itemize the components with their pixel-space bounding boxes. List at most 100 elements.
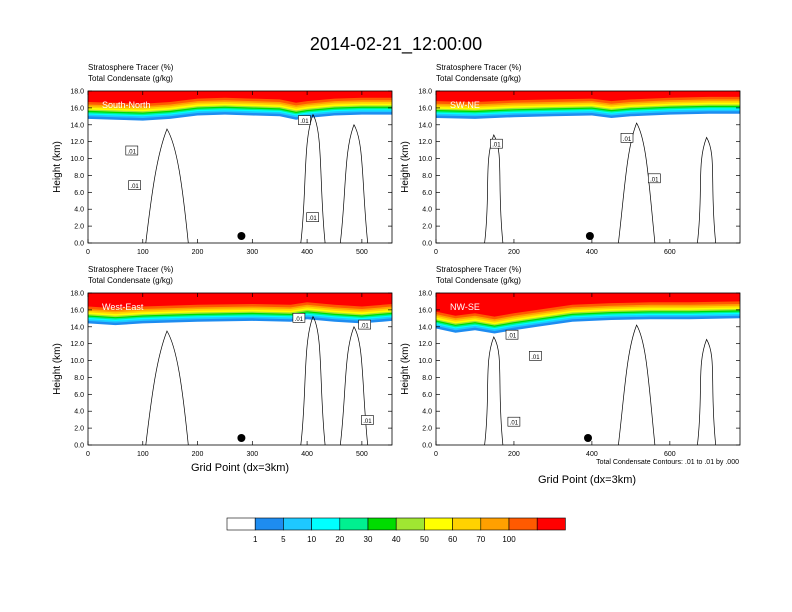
y-tick-label: 8.0	[74, 375, 84, 382]
x-tick-label: 200	[508, 451, 520, 458]
colorbar: 1 5 10 20 30 40 50 60 70 100	[226, 517, 566, 544]
plot-frame	[435, 292, 741, 446]
contour-label: .01	[130, 184, 139, 190]
y-tick-label: 12.0	[418, 139, 432, 146]
colorbar-swatch	[395, 517, 425, 531]
y-tick-label: 10.0	[70, 156, 84, 163]
location-marker	[585, 232, 594, 240]
tracer-band-11	[88, 293, 392, 309]
x-axis-title-left: Grid Point (dx=3km)	[191, 462, 289, 474]
contour-line	[300, 315, 326, 445]
panel-nw-se: .01 .01 .01 0.0 2.0 4.0 6.0 8.0 10.0 12.0 14.0 16.0…	[400, 265, 741, 458]
colorbar-swatch	[283, 517, 312, 531]
plot-frame	[87, 292, 393, 446]
x-tick-label: 600	[664, 249, 676, 256]
contour-line	[697, 136, 717, 243]
y-tick-label: 0.0	[74, 241, 84, 248]
colorbar-label: 100	[502, 535, 516, 544]
plot-frame	[87, 90, 393, 244]
y-tick-label: 8.0	[422, 173, 432, 180]
y-axis-label: Height (km)	[52, 343, 63, 395]
y-tick-label: 6.0	[422, 392, 432, 399]
contour-label: .01	[300, 119, 309, 125]
contour-line	[484, 134, 504, 243]
tracer-field	[436, 293, 740, 334]
colorbar-label: 70	[476, 535, 485, 544]
y-tick-label: 0.0	[422, 443, 432, 450]
y-tick-label: 2.0	[74, 426, 84, 433]
colorbar-label: 20	[335, 535, 344, 544]
contour-label-box	[507, 416, 521, 427]
contour-label-box	[298, 115, 311, 125]
y-tick-label: 4.0	[74, 207, 84, 214]
contour-label: .01	[492, 143, 501, 149]
contour-line	[300, 113, 326, 243]
y-tick-label: 0.0	[422, 241, 432, 248]
x-tick-label: 100	[137, 451, 149, 458]
panel-title-line2: Total Condensate (g/kg)	[436, 74, 521, 83]
panel-label: South-North	[102, 100, 151, 110]
contour-label: .01	[295, 317, 304, 323]
y-tick-label: 6.0	[422, 190, 432, 197]
y-tick-label: 14.0	[70, 122, 84, 129]
contour-label-box	[620, 133, 634, 143]
panel-west-east: .01 .01 .01 0.0 2.0 4.0 6.0 8.0 10.0 12.0 14.0 16.0…	[52, 265, 393, 458]
y-tick-label: 4.0	[422, 409, 432, 416]
condensate-contours	[484, 122, 717, 243]
contour-line	[339, 326, 369, 445]
colorbar-label: 10	[307, 535, 316, 544]
contour-label-box	[306, 212, 319, 222]
colorbar-swatch	[480, 517, 510, 531]
x-tick-label: 300	[246, 451, 258, 458]
contour-line	[618, 122, 656, 243]
colorbar-swatch	[339, 517, 369, 531]
panel-title-line1: Stratosphere Tracer (%)	[436, 265, 522, 274]
contour-label-box	[505, 329, 519, 340]
y-tick-label: 6.0	[74, 190, 84, 197]
contour-label-box	[125, 145, 139, 156]
colorbar-swatch	[311, 517, 341, 531]
contour-label-box	[292, 312, 306, 323]
contour-label-box	[490, 138, 503, 149]
y-tick-label: 10.0	[70, 358, 84, 365]
contour-line	[339, 124, 369, 243]
x-tick-label: 100	[137, 249, 149, 256]
x-tick-label: 500	[356, 451, 368, 458]
panel-title-line1: Stratosphere Tracer (%)	[88, 63, 174, 72]
contour-label: .01	[363, 419, 372, 425]
panel-sw-ne: .01 .01 .01 0.0 2.0 4.0 6.0 8.0 10.0 12.0 14.0 16.0…	[400, 63, 741, 256]
colorbar-swatch	[226, 517, 256, 531]
y-tick-label: 16.0	[70, 307, 84, 314]
y-tick-label: 18.0	[418, 89, 432, 96]
y-tick-label: 8.0	[74, 173, 84, 180]
panel-title-line1: Stratosphere Tracer (%)	[88, 265, 174, 274]
y-tick-label: 12.0	[70, 139, 84, 146]
x-tick-label: 500	[356, 249, 368, 256]
condensate-contours	[145, 315, 369, 445]
x-tick-label: 400	[586, 451, 598, 458]
contour-line	[145, 128, 189, 243]
y-tick-label: 8.0	[422, 375, 432, 382]
y-tick-label: 12.0	[418, 341, 432, 348]
y-tick-label: 14.0	[70, 324, 84, 331]
colorbar-label: 50	[420, 535, 429, 544]
contour-line	[618, 324, 656, 445]
y-tick-label: 16.0	[418, 105, 432, 112]
y-axis-label: Height (km)	[52, 141, 63, 193]
x-tick-label: 200	[192, 451, 204, 458]
tracer-field	[88, 293, 392, 326]
y-tick-label: 2.0	[422, 224, 432, 231]
location-marker	[237, 232, 246, 240]
colorbar-swatch	[424, 517, 453, 531]
y-tick-label: 2.0	[74, 224, 84, 231]
contour-label: .01	[128, 150, 137, 156]
contour-line	[697, 338, 717, 445]
y-tick-label: 0.0	[74, 443, 84, 450]
contour-label-box	[128, 180, 141, 190]
tracer-band-11	[436, 293, 740, 317]
contour-label-box	[361, 415, 374, 425]
x-tick-label: 400	[301, 451, 313, 458]
x-tick-label: 0	[434, 451, 438, 458]
tracer-band-11	[88, 91, 392, 104]
y-tick-label: 10.0	[418, 156, 432, 163]
